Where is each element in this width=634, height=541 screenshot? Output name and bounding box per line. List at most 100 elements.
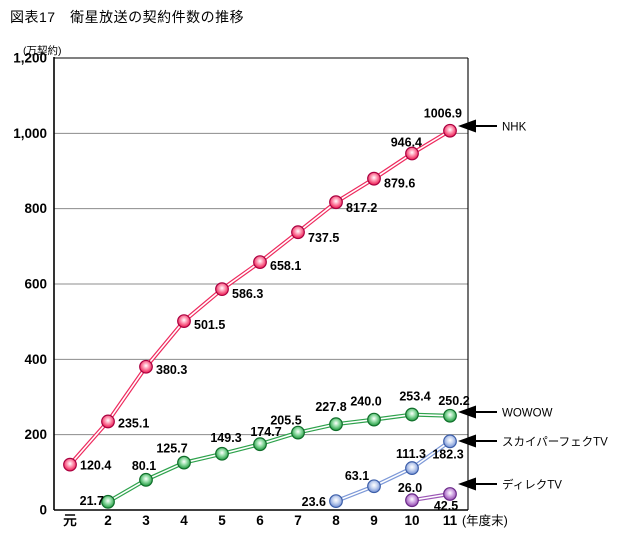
series-annotation-label: ディレクTV <box>502 478 562 492</box>
series-annotation: NHK <box>458 119 527 134</box>
data-point <box>405 493 419 508</box>
y-tick-label: 400 <box>24 352 47 367</box>
data-label: 946.4 <box>391 136 422 150</box>
axes <box>53 57 469 511</box>
data-label: 817.2 <box>346 201 377 215</box>
series-skyperfectv: 23.6 63.1 111.3 182.3 <box>302 434 464 509</box>
series-line-core <box>107 413 451 503</box>
data-point <box>253 255 267 270</box>
data-point <box>329 417 343 432</box>
arrow-head-icon <box>458 434 476 448</box>
x-tick-label: 5 <box>218 513 226 528</box>
data-label: 111.3 <box>396 447 426 461</box>
data-label: 26.0 <box>398 481 422 495</box>
y-tick-label: 200 <box>24 427 47 442</box>
data-point <box>329 494 343 509</box>
data-point <box>139 359 153 374</box>
y-tick-label: 800 <box>24 201 47 216</box>
x-tick-label: 7 <box>294 513 302 528</box>
arrow-head-icon <box>458 405 476 419</box>
data-label: 380.3 <box>156 363 187 377</box>
x-axis-suffix-label: (年度末) <box>462 513 508 528</box>
series-annotation-label: WOWOW <box>502 408 553 420</box>
data-point <box>215 446 229 461</box>
data-point <box>139 472 153 487</box>
data-label: 182.3 <box>432 447 463 461</box>
y-tick-label: 1,000 <box>13 126 47 141</box>
data-label: 737.5 <box>308 231 339 245</box>
data-point <box>215 282 229 297</box>
data-label: 174.7 <box>250 425 281 439</box>
data-point <box>367 412 381 427</box>
x-tick-label: 4 <box>180 513 188 528</box>
series-line-core <box>335 440 451 502</box>
data-point <box>443 434 457 449</box>
figure-title: 図表17 衛星放送の契約件数の推移 <box>10 9 245 25</box>
arrow-head-icon <box>458 477 476 491</box>
series-directv: 26.0 42.5 <box>398 481 458 513</box>
data-label: 235.1 <box>118 416 149 430</box>
series-annotation: スカイパーフェクTV <box>458 434 608 449</box>
series-nhk: 120.4 235.1 380.3 501.5 586.3 658.1 737.5 817.2… <box>63 107 462 473</box>
data-point <box>443 487 457 501</box>
x-tick-label: 8 <box>332 513 340 528</box>
data-label: 1006.9 <box>424 107 462 121</box>
data-point <box>101 414 115 429</box>
x-tick-label: 2 <box>104 513 112 528</box>
x-tick-label: 10 <box>404 513 419 528</box>
data-label: 21.7 <box>80 494 104 508</box>
data-label: 501.5 <box>194 318 225 332</box>
x-tick-label: 9 <box>370 513 378 528</box>
data-point <box>405 407 419 422</box>
data-point <box>443 408 457 423</box>
x-axis-labels: 元 2 3 4 5 6 7 8 9 10 11 (年度末) <box>63 513 508 528</box>
data-point <box>405 146 419 161</box>
y-tick-label: 1,200 <box>13 51 47 66</box>
data-label: 586.3 <box>232 287 263 301</box>
data-label: 149.3 <box>210 431 241 445</box>
x-tick-label: 3 <box>142 513 150 528</box>
gridlines <box>54 132 468 436</box>
data-point <box>177 314 191 329</box>
arrow-head-icon <box>458 119 476 133</box>
data-point <box>367 171 381 186</box>
series-annotation: ディレクTV <box>458 477 562 492</box>
data-point <box>63 457 77 472</box>
data-label: 120.4 <box>80 459 111 473</box>
data-point <box>101 494 115 509</box>
x-tick-label: 11 <box>443 513 458 528</box>
series-annotation-label: スカイパーフェクTV <box>502 436 608 449</box>
y-tick-label: 600 <box>24 277 47 292</box>
series-annotation-label: NHK <box>502 122 527 134</box>
data-label: 80.1 <box>132 459 156 473</box>
x-tick-label: 元 <box>63 513 77 528</box>
x-tick-label: 6 <box>256 513 264 528</box>
data-point <box>291 425 305 440</box>
data-point <box>367 479 381 494</box>
data-label: 253.4 <box>399 390 430 404</box>
data-label: 63.1 <box>345 469 369 483</box>
y-axis-labels: 0 200 400 600 800 1,000 1,200 <box>13 51 47 518</box>
data-point <box>177 455 191 470</box>
data-point <box>405 461 419 475</box>
series-annotations: NHK WOWOW スカイパーフェクTV ディレクTV <box>458 119 608 492</box>
data-label: 250.2 <box>438 394 469 408</box>
data-point <box>291 225 305 240</box>
y-axis-unit-label: (万契約) <box>23 45 62 57</box>
data-point <box>253 437 267 452</box>
data-label: 658.1 <box>270 259 301 273</box>
series-annotation: WOWOW <box>458 405 553 420</box>
data-label: 205.5 <box>270 414 301 428</box>
data-point <box>329 195 343 210</box>
data-label: 42.5 <box>434 499 458 513</box>
data-label: 125.7 <box>156 442 187 456</box>
data-point <box>443 123 457 138</box>
y-tick-label: 0 <box>39 503 47 518</box>
data-label: 879.6 <box>384 177 415 191</box>
data-label: 23.6 <box>302 495 326 509</box>
data-label: 227.8 <box>315 400 346 414</box>
data-label: 240.0 <box>350 395 381 409</box>
